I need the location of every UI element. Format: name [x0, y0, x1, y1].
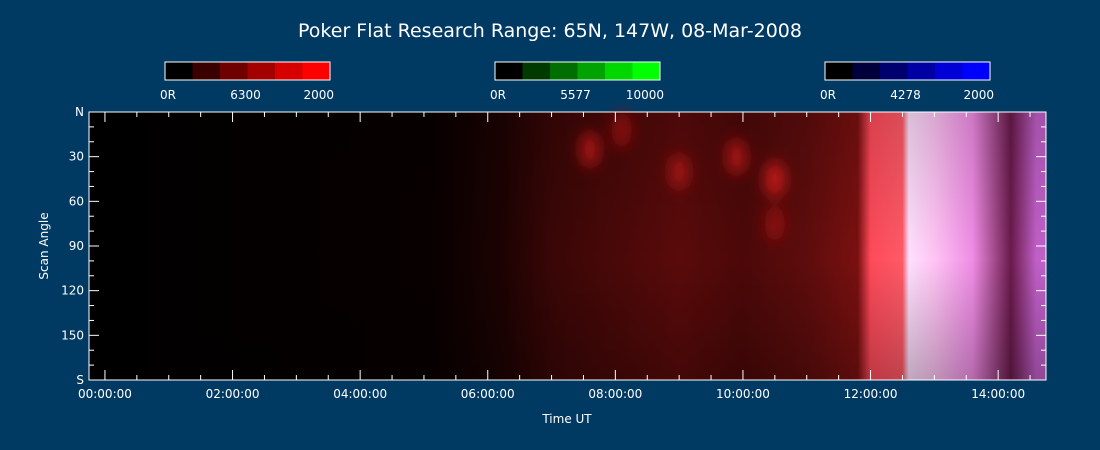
colorbar-swatch — [962, 62, 991, 80]
chart-title: Poker Flat Research Range: 65N, 147W, 08… — [298, 20, 802, 42]
colorbar-swatch — [577, 62, 606, 80]
colorbar-frame — [824, 61, 991, 81]
colorbar-swatch — [192, 62, 221, 80]
colorbar-swatch — [825, 62, 853, 80]
colorbar-swatch — [880, 62, 908, 80]
x-axis-label: Time UT — [541, 412, 592, 426]
colorbar-frame — [494, 61, 661, 81]
colorbar-swatch — [522, 62, 551, 80]
colorbar-max-label: 2000 — [303, 88, 334, 102]
axes: 00:00:00 02:00:00 04:00:00 06:00:00 08:00:00… — [61, 105, 1046, 401]
x-tick-label: 12:00:00 — [844, 387, 898, 401]
colorbar-swatch — [632, 62, 661, 80]
colorbar-swatch — [935, 62, 963, 80]
x-tick-label: 14:00:00 — [971, 387, 1025, 401]
x-tick-label: 04:00:00 — [333, 387, 387, 401]
y-tick-label: 120 — [61, 284, 84, 298]
colorbar-min-label: 0R — [820, 88, 836, 102]
colorbar-swatch — [495, 62, 523, 80]
colorbar-5577: 0R 5577 10000 — [490, 61, 664, 102]
colorbar-swatch — [605, 62, 633, 80]
y-tick-label: 30 — [69, 150, 84, 164]
colorbar-6300: 0R 6300 2000 — [160, 61, 334, 102]
colorbars: 0R 6300 2000 0R 5577 10000 0R 4278 2000 — [160, 61, 994, 102]
colorbar-swatch — [247, 62, 276, 80]
colorbar-max-label: 2000 — [963, 88, 994, 102]
y-tick-label: S — [76, 373, 84, 387]
colorbar-swatch — [907, 62, 936, 80]
y-axis-label: Scan Angle — [37, 212, 51, 279]
colorbar-swatch — [275, 62, 303, 80]
plot-area — [88, 111, 1047, 381]
y-tick-label: 60 — [69, 194, 84, 208]
colorbar-swatch — [220, 62, 248, 80]
x-tick-label: 02:00:00 — [206, 387, 260, 401]
x-tick-label: 08:00:00 — [588, 387, 642, 401]
x-tick-label: 00:00:00 — [78, 387, 132, 401]
colorbar-frame — [164, 61, 331, 81]
colorbar-wavelength-label: 5577 — [560, 88, 591, 102]
colorbar-min-label: 0R — [490, 88, 506, 102]
x-tick-label: 10:00:00 — [716, 387, 770, 401]
colorbar-swatch — [852, 62, 881, 80]
y-tick-label: 90 — [69, 239, 84, 253]
y-tick-label: N — [75, 105, 84, 119]
plot-vertical-shading — [89, 112, 1046, 380]
colorbar-wavelength-label: 6300 — [230, 88, 261, 102]
colorbar-4278: 0R 4278 2000 — [820, 61, 994, 102]
colorbar-swatch — [165, 62, 193, 80]
colorbar-swatch — [302, 62, 331, 80]
colorbar-wavelength-label: 4278 — [890, 88, 921, 102]
colorbar-swatch — [550, 62, 578, 80]
colorbar-min-label: 0R — [160, 88, 176, 102]
y-tick-label: 150 — [61, 328, 84, 342]
x-tick-label: 06:00:00 — [461, 387, 515, 401]
colorbar-max-label: 10000 — [626, 88, 664, 102]
